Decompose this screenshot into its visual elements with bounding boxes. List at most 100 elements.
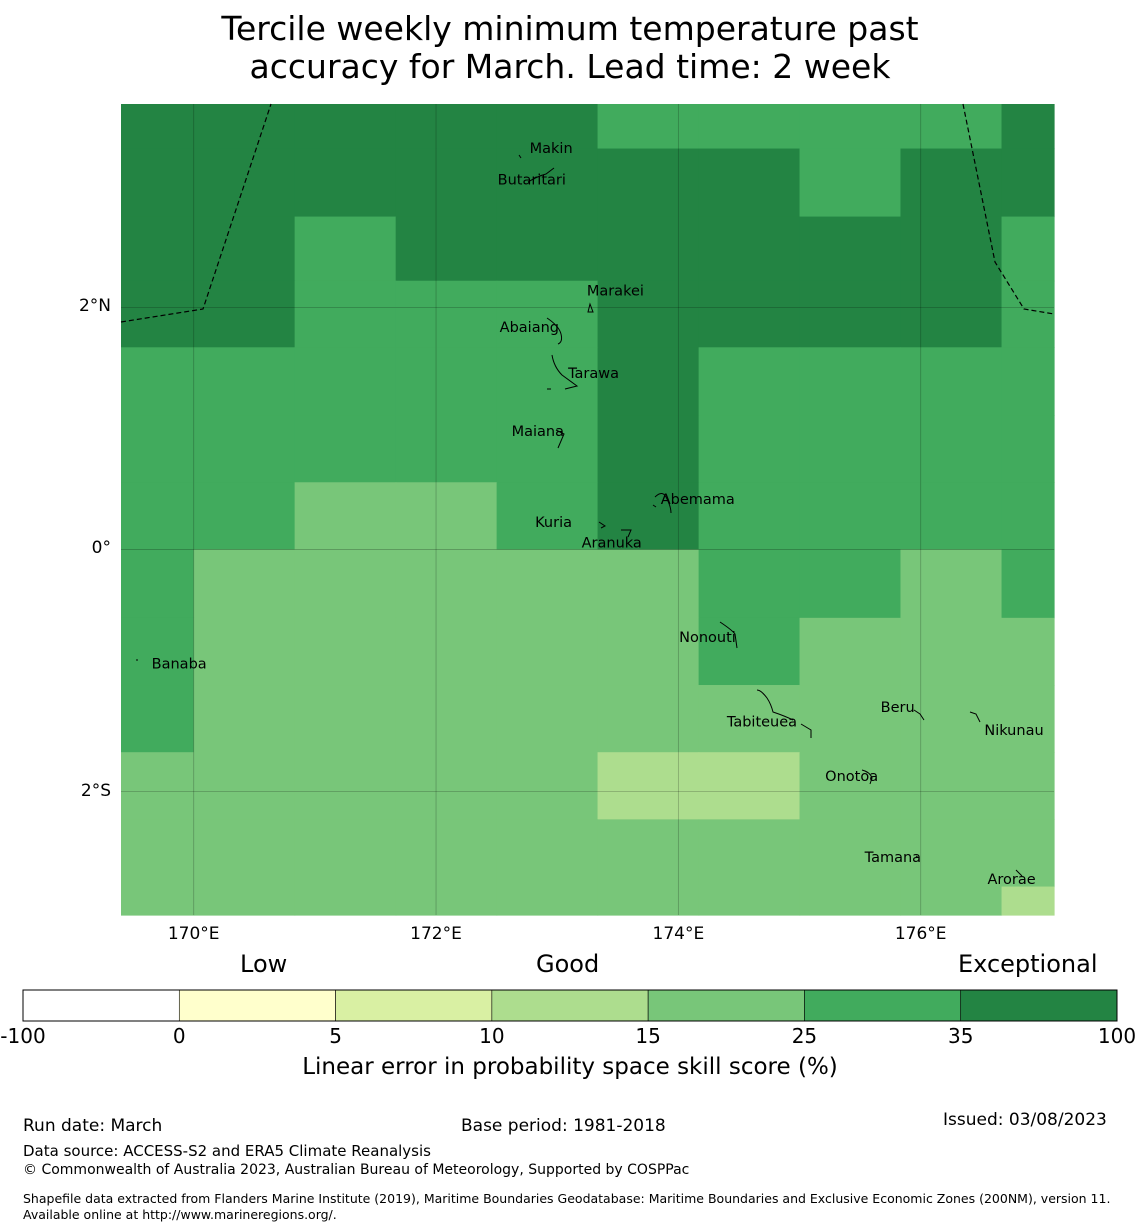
island-outline xyxy=(587,302,594,313)
longitude-label: 174°E xyxy=(652,924,705,944)
grid-cell xyxy=(698,549,801,619)
grid-cells xyxy=(121,104,1055,916)
grid-cell xyxy=(193,685,296,753)
island-outline xyxy=(546,317,563,345)
island-label: Maiana xyxy=(512,424,564,440)
grid-cell xyxy=(597,482,700,551)
grid-cell xyxy=(395,347,498,416)
grid-cell xyxy=(121,104,195,150)
island-outline xyxy=(621,529,632,538)
grid-cell xyxy=(1001,617,1055,686)
island-label: Abaiang xyxy=(500,320,559,336)
island-label: Kuria xyxy=(535,515,572,531)
island-label: Tamana xyxy=(864,850,921,866)
grid-cell xyxy=(1001,886,1055,916)
grid-cell xyxy=(294,216,397,282)
grid-cell xyxy=(799,617,902,686)
grid-cell xyxy=(597,886,700,916)
grid-cell xyxy=(121,549,195,619)
grid-cell xyxy=(395,685,498,753)
grid-cell xyxy=(294,280,397,348)
grid-cell xyxy=(193,280,296,348)
island-labels: Makin Butaritari Marakei Abaiang Tarawa Maian… xyxy=(152,141,1044,888)
latitude-label: 0° xyxy=(91,538,111,559)
island-outline xyxy=(756,689,812,738)
grid-cell xyxy=(799,415,902,483)
grid-cell xyxy=(193,216,296,282)
grid-cell xyxy=(698,752,801,820)
grid-cell xyxy=(799,104,902,150)
island-label: Nikunau xyxy=(984,723,1043,739)
grid-cell xyxy=(294,148,397,218)
colorbar-segment xyxy=(491,989,649,1022)
grid-cell xyxy=(698,148,801,218)
colorbar-tick-label: 15 xyxy=(635,1024,661,1048)
grid-cell xyxy=(294,886,397,916)
grid-cell xyxy=(597,685,700,753)
grid-cell xyxy=(121,216,195,282)
colorbar-tick-label: 35 xyxy=(947,1024,974,1048)
colorbar-tick-label: 100 xyxy=(1097,1024,1137,1048)
grid-cell xyxy=(395,148,498,218)
grid-cell xyxy=(193,104,296,150)
grid-cell xyxy=(698,347,801,416)
latitude-label: 2°S xyxy=(80,780,111,801)
grid-cell xyxy=(698,685,801,753)
grid-cell xyxy=(900,104,1003,150)
grid-cell xyxy=(121,280,195,348)
colorbar-tick-label: 10 xyxy=(479,1024,505,1048)
grid-cell xyxy=(1001,148,1055,218)
grid-cell xyxy=(496,819,599,888)
island-outline xyxy=(555,429,565,449)
grid-cell xyxy=(799,280,902,348)
category-label-good: Good xyxy=(536,950,600,978)
grid-cell xyxy=(395,752,498,820)
grid-cell xyxy=(698,482,801,551)
island-outline xyxy=(969,711,981,723)
grid-cell xyxy=(193,482,296,551)
map-title: Tercile weekly minimum temperature past … xyxy=(0,10,1140,86)
grid-cell xyxy=(496,482,599,551)
grid-cell xyxy=(799,482,902,551)
colorbar xyxy=(22,989,1118,1022)
title-line-1: Tercile weekly minimum temperature past xyxy=(221,9,919,48)
grid-cell xyxy=(496,104,599,150)
grid-cell xyxy=(900,216,1003,282)
colorbar-frame xyxy=(22,989,1118,1022)
island-outline xyxy=(547,354,579,390)
island-outline xyxy=(598,521,606,529)
island-label: Tabiteuea xyxy=(726,715,797,731)
shapefile-credit: Shapefile data extracted from Flanders M… xyxy=(23,1191,1111,1222)
colorbar-segment xyxy=(804,989,962,1022)
graticule xyxy=(121,104,1054,915)
grid-cell xyxy=(1001,347,1055,416)
grid-cell xyxy=(900,617,1003,686)
grid-cell xyxy=(698,104,801,150)
island-outline xyxy=(527,167,555,183)
island-label: Abemama xyxy=(661,492,735,508)
colorbar-tick-label: 5 xyxy=(329,1024,342,1048)
latitude-label: 2°N xyxy=(78,296,111,317)
grid-cell xyxy=(294,347,397,416)
grid-cell xyxy=(900,482,1003,551)
grid-cell xyxy=(799,148,902,218)
grid-cell xyxy=(698,617,801,686)
island-outline xyxy=(719,621,738,649)
grid-cell xyxy=(799,347,902,416)
grid-cell xyxy=(496,216,599,282)
grid-cell xyxy=(496,685,599,753)
grid-cell xyxy=(496,415,599,483)
grid-cell xyxy=(294,415,397,483)
title-line-2: accuracy for March. Lead time: 2 week xyxy=(249,47,891,86)
grid-cell xyxy=(698,216,801,282)
colorbar-segment xyxy=(178,989,336,1022)
eez-boundaries xyxy=(120,103,1055,323)
grid-cell xyxy=(193,617,296,686)
island-outline xyxy=(861,769,873,785)
grid-cell xyxy=(294,752,397,820)
grid-cell xyxy=(799,819,902,888)
island-label: Marakei xyxy=(587,284,644,300)
longitude-label: 176°E xyxy=(894,924,947,944)
island-label: Tarawa xyxy=(567,366,619,382)
eez-boundary-west xyxy=(120,103,272,323)
